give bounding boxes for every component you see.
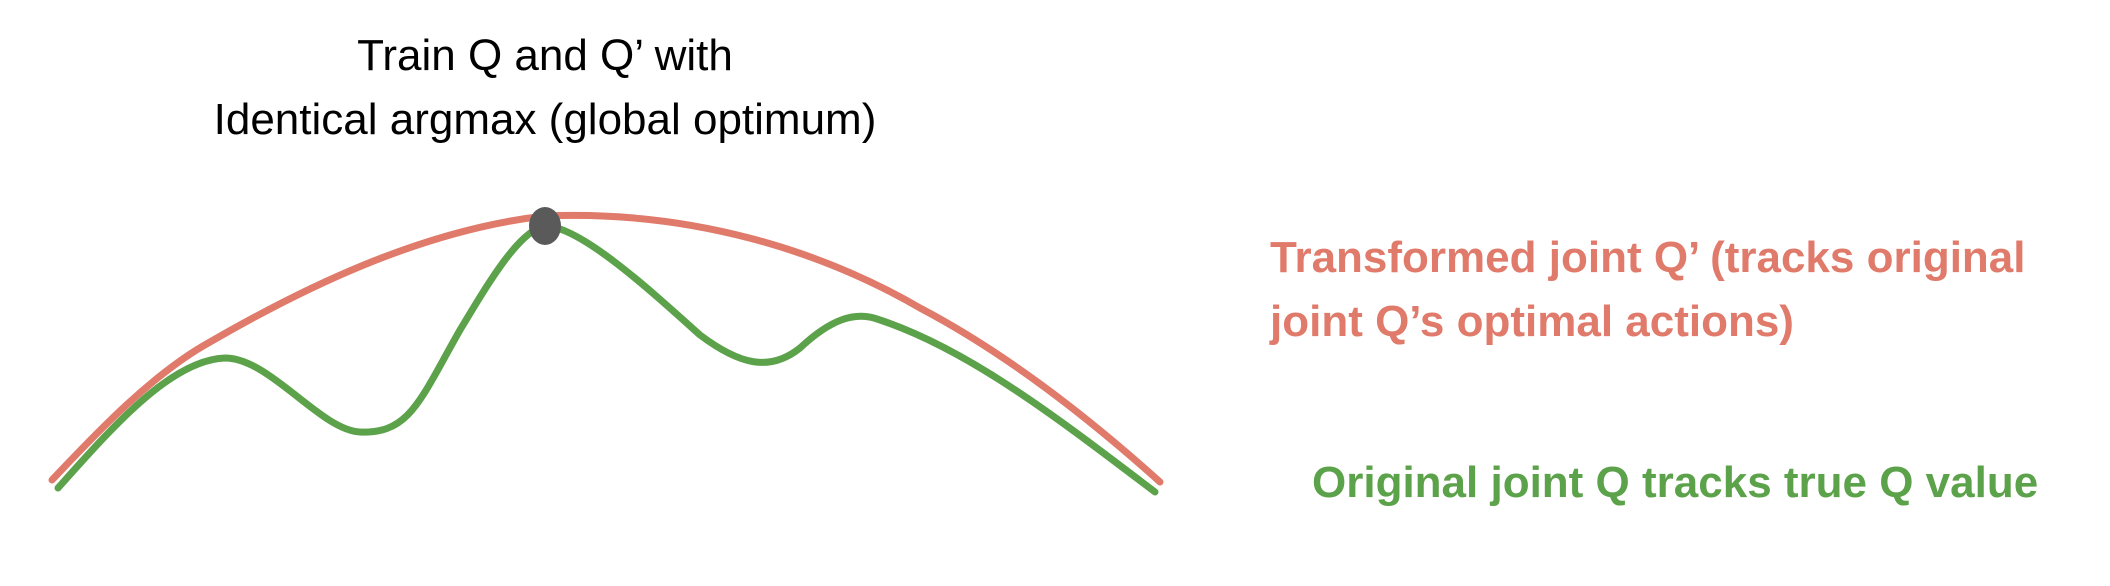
original-q-label: Original joint Q tracks true Q value — [1312, 458, 2038, 507]
diagram-title-line1: Train Q and Q’ with — [357, 31, 733, 80]
global-optimum-marker — [529, 207, 561, 245]
transformed-q-label-line2: joint Q’s optimal actions) — [1269, 297, 1794, 346]
transformed-q-label-line1: Transformed joint Q’ (tracks original — [1270, 233, 2026, 282]
diagram-title-line2: Identical argmax (global optimum) — [214, 95, 877, 144]
original-q-curve — [54, 222, 1159, 496]
